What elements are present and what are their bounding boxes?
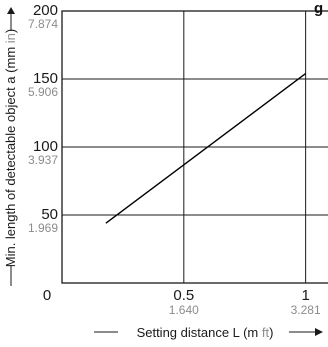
x-tick-sublabel: 3.281 [291,303,321,317]
series-line [105,73,307,224]
y-axis-units: (mm [3,43,18,73]
y-axis-arrow-icon [7,7,15,14]
y-tick-sublabel: 1.969 [28,221,58,235]
y-axis-units-alt: in [3,33,18,43]
x-tick-sublabel: 1.640 [169,303,199,317]
y-tick-label: 150 [33,70,58,87]
y-tick-label: 200 [33,2,58,19]
y-tick-sublabel: 7.874 [28,17,58,31]
x-axis-units: (m [243,325,262,340]
series-layer [105,73,307,224]
svg-text:Min. length of detectable obje: Min. length of detectable object a (mm i… [3,29,18,268]
x-tick-label: 1 [301,287,309,304]
x-axis-label: Setting distance L [137,325,240,340]
x-tick-label: 0.5 [173,287,194,304]
x-axis-title: Setting distance L (m ft) [94,325,323,340]
x-axis-units-alt: ft [262,325,270,340]
y-tick-sublabel: 5.906 [28,85,58,99]
x-axis-units-close: ) [269,325,273,340]
y-tick-label: 50 [41,206,58,223]
grid [61,10,328,284]
svg-text:Setting distance L (m ft: Setting distance L (m ft) [137,325,274,340]
x-axis-arrow-icon [315,328,323,336]
chart-title-fragment: g [314,0,323,17]
y-tick-sublabel: 3.937 [28,153,58,167]
y-axis-title: Min. length of detectable object a (mm i… [3,7,18,286]
y-axis-label: Min. length of detectable object a [3,76,18,268]
x-tick-label: 0 [43,287,51,304]
y-tick-label: 100 [33,138,58,155]
